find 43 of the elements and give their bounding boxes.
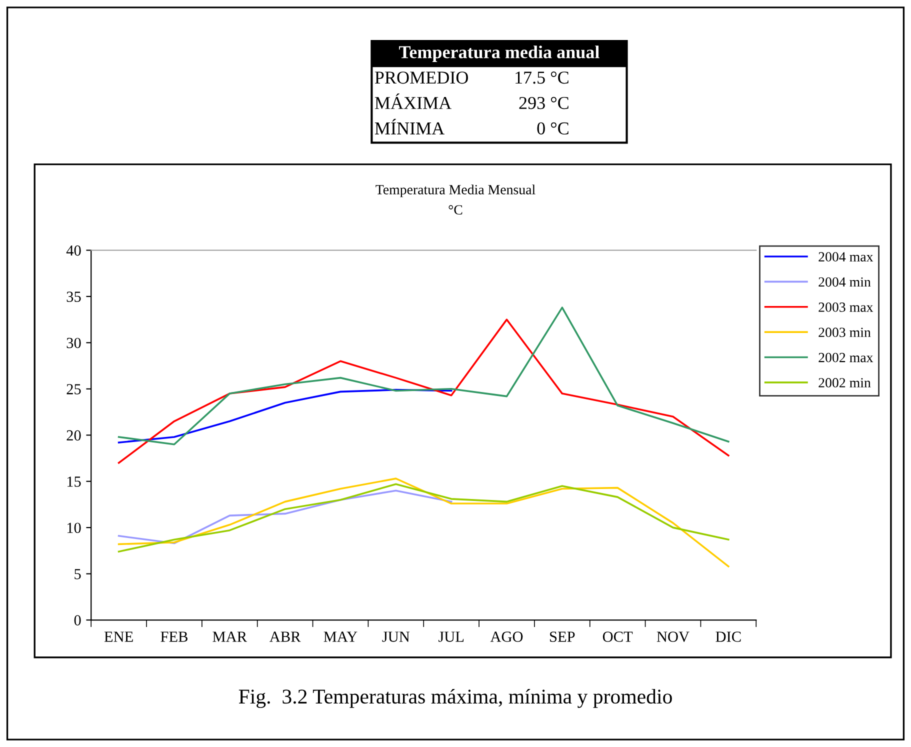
- line-series: [118, 490, 452, 544]
- x-tick-label: NOV: [656, 632, 690, 642]
- y-tick-label: 0: [74, 615, 81, 626]
- line-series: [118, 483, 730, 553]
- y-tick-label: 15: [67, 476, 81, 487]
- text: 17.5 °C: [516, 72, 568, 84]
- legend-label: 2003 max: [818, 302, 874, 312]
- y-tick-label: 5: [74, 569, 81, 580]
- chart-subtitle: °C: [448, 205, 462, 215]
- text: MÁXIMA: [374, 93, 452, 109]
- x-tick-label: MAR: [212, 632, 248, 642]
- y-tick-label: 40: [66, 245, 81, 256]
- legend-label: 2004 max: [818, 252, 874, 262]
- x-tick-label: OCT: [602, 632, 633, 642]
- y-tick-label: 35: [66, 292, 81, 302]
- x-tick-label: FEB: [160, 632, 188, 642]
- caption: Fig. 3.2 Temperaturas máxima, mínima y promedio: [238, 688, 672, 708]
- x-tick-label: JUN: [382, 632, 410, 642]
- x-tick-label: AGO: [490, 632, 523, 642]
- text: 0 °C: [537, 122, 568, 134]
- line-series: [118, 388, 452, 444]
- text: Temperatura media anual: [399, 46, 600, 62]
- y-tick-label: 10: [67, 522, 81, 534]
- x-tick-label: DIC: [716, 632, 741, 642]
- text: PROMEDIO: [374, 72, 468, 84]
- legend-label: 2004 min: [818, 277, 871, 287]
- chart-title: Temperatura Media Mensual: [376, 184, 536, 198]
- y-tick-label: 20: [66, 430, 81, 441]
- x-tick-label: ABR: [270, 632, 301, 642]
- x-tick-label: JUL: [438, 632, 464, 642]
- line-series: [118, 318, 730, 464]
- x-tick-label: MAY: [324, 632, 358, 642]
- y-tick-label: 25: [66, 384, 81, 394]
- legend-label: 2002 max: [818, 352, 874, 362]
- line-series: [118, 478, 730, 568]
- text: MÍNIMA: [374, 118, 444, 134]
- legend-label: 2003 min: [818, 328, 871, 338]
- line-series: [118, 306, 730, 446]
- legend-label: 2002 min: [818, 378, 871, 388]
- x-tick-label: SEP: [550, 632, 575, 642]
- text: 293 °C: [519, 96, 568, 110]
- y-tick-label: 30: [66, 338, 81, 348]
- x-tick-label: ENE: [104, 632, 133, 642]
